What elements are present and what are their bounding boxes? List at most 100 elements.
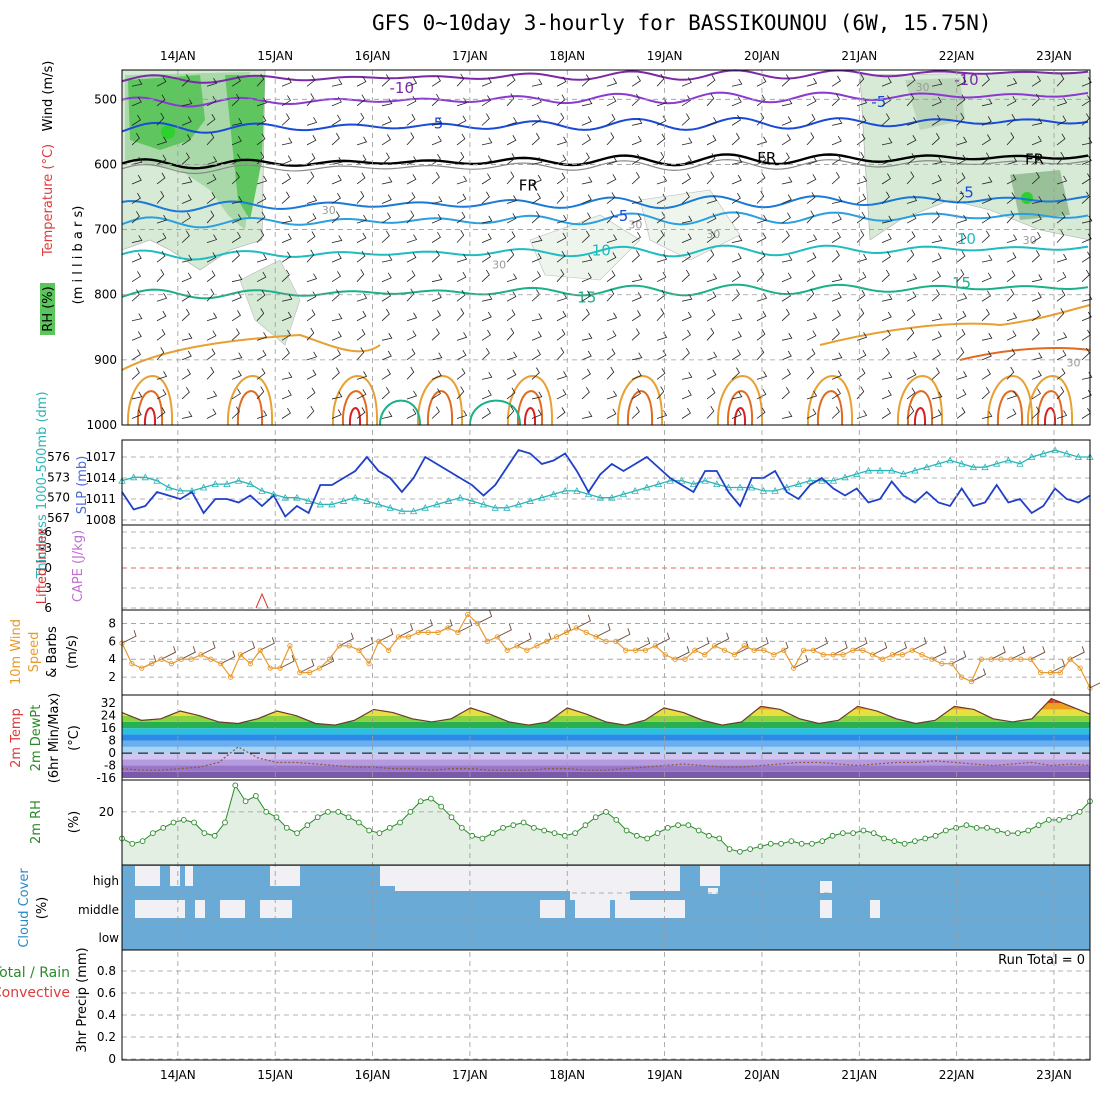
wind-barb	[856, 368, 866, 380]
wind-speed-point	[484, 638, 491, 644]
thickness-point	[491, 503, 499, 511]
wind-barb	[306, 171, 315, 185]
cloud-gap	[135, 866, 160, 886]
wind-barb	[406, 390, 418, 400]
tick-label: 2	[108, 670, 116, 684]
wind-barb	[581, 98, 593, 107]
wind-barb	[206, 252, 217, 263]
wind-barb	[1056, 175, 1068, 185]
wind-barb	[576, 614, 591, 629]
tick-label: -16	[96, 771, 116, 785]
wind-barb	[281, 95, 291, 107]
wind-barb	[606, 288, 615, 302]
wind-speed-point	[652, 643, 659, 649]
wind-barb	[756, 112, 765, 126]
wind-barb	[831, 117, 843, 126]
wind-barb	[856, 332, 868, 341]
wind-barb	[872, 641, 888, 656]
wind-barb	[581, 134, 591, 146]
wind-barb	[556, 154, 567, 165]
cloud-gap	[195, 900, 205, 918]
wind-barb	[981, 254, 993, 263]
wind-barb	[956, 112, 965, 126]
rh-swatch	[40, 283, 55, 335]
wind-barb	[1031, 274, 1043, 283]
rh-shade	[225, 75, 265, 220]
wind-barb	[481, 293, 493, 302]
wind-barb	[1031, 135, 1042, 146]
wind-barb	[506, 405, 515, 419]
wind-barb	[279, 655, 295, 669]
wind-barb	[606, 348, 616, 361]
wind-speed-point	[978, 656, 984, 662]
wind-barb	[806, 408, 817, 419]
date-label: 23JAN	[1036, 1068, 1072, 1082]
rh-point	[253, 793, 259, 799]
tick-label: 4	[108, 652, 116, 666]
wind-barb	[581, 176, 593, 185]
wind-speed-point	[494, 634, 500, 640]
wind-barb	[181, 350, 192, 361]
wind-barb	[131, 174, 142, 185]
wind-barb	[556, 136, 568, 146]
axis-label: Total / Rain	[0, 965, 70, 981]
rh-point	[1056, 816, 1062, 823]
rh-point	[819, 838, 826, 844]
wind-speed-point	[504, 647, 510, 653]
wind-barb	[1056, 308, 1065, 322]
rh-point	[232, 782, 239, 789]
thickness-point	[794, 480, 803, 488]
wind-barb	[581, 116, 592, 126]
wind-barb	[231, 250, 240, 263]
date-label: 23JAN	[1036, 49, 1072, 63]
wind-barb	[497, 623, 512, 638]
wind-barb	[456, 151, 465, 165]
wind-barb	[356, 269, 365, 282]
wind-barb	[506, 231, 516, 243]
temp-band	[122, 771, 1090, 778]
wind-barb	[131, 367, 140, 380]
wind-barb	[406, 330, 417, 341]
date-label: 21JAN	[841, 1068, 877, 1082]
wind-barb	[1056, 115, 1067, 126]
wind-speed-point	[425, 629, 431, 636]
wind-barb	[506, 171, 515, 185]
wind-barb	[358, 637, 374, 651]
thickness-point	[444, 497, 453, 504]
rh-point	[901, 840, 908, 847]
contour-label: -5	[613, 207, 628, 225]
axis-label: Speed	[27, 632, 42, 673]
wind-barb	[631, 232, 641, 243]
wind-barb	[892, 641, 907, 656]
tick-label: 1008	[85, 513, 116, 527]
wind-barb	[456, 332, 468, 341]
thickness-point	[386, 503, 394, 511]
axis-label: (%)	[35, 897, 50, 920]
wind-barb	[306, 387, 316, 400]
thickness-point	[409, 507, 418, 515]
wind-barb	[156, 310, 167, 322]
wind-barb	[1031, 232, 1041, 243]
tick-label: 32	[101, 696, 116, 710]
wind-barb	[206, 390, 218, 400]
wind-barb	[531, 253, 542, 263]
wind-barb	[356, 389, 367, 400]
wind-barb	[181, 98, 193, 107]
wind-barb	[1081, 407, 1091, 419]
rh-point	[654, 830, 661, 836]
wind-barb	[220, 650, 236, 665]
wind-barb	[681, 389, 692, 400]
wind-barb	[606, 234, 618, 243]
wind-barb	[406, 210, 415, 224]
wind-barb	[256, 271, 267, 283]
wind-barb	[931, 132, 940, 146]
wind-barb	[481, 77, 492, 87]
wind-barb	[906, 195, 918, 204]
thickness-point	[141, 473, 149, 481]
wind-barb	[331, 313, 343, 322]
wind-barb	[231, 406, 240, 419]
wind-barb	[256, 289, 266, 302]
wind-barb	[331, 211, 340, 224]
wind-barb	[556, 407, 566, 419]
wind-barb	[856, 308, 865, 322]
